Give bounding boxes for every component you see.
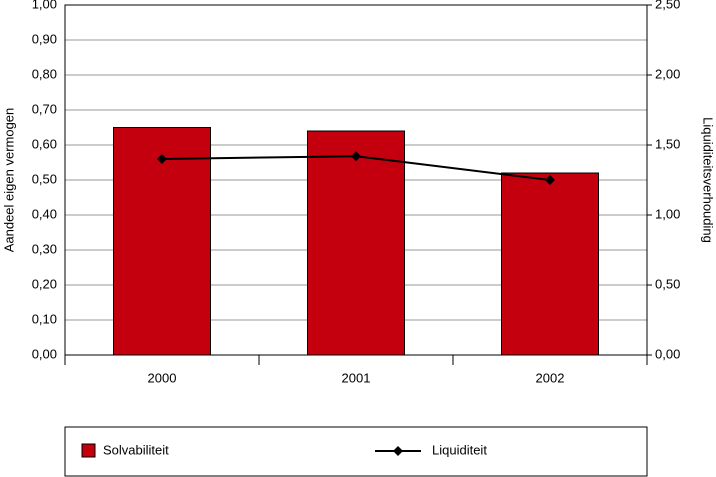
marker bbox=[351, 151, 361, 162]
marker bbox=[545, 175, 555, 185]
legend-label: Solvabiliteit bbox=[103, 442, 169, 457]
y-tick-label: 0,40 bbox=[32, 206, 57, 221]
x-tick-label: 2000 bbox=[148, 370, 177, 385]
y2-tick-label: 1,00 bbox=[655, 206, 680, 221]
marker bbox=[157, 154, 167, 164]
x-tick-label: 2002 bbox=[536, 370, 565, 385]
y-tick-label: 0,90 bbox=[32, 31, 57, 46]
legend-box bbox=[64, 426, 648, 477]
bar bbox=[113, 127, 211, 356]
legend-label: Liquiditeit bbox=[432, 442, 487, 457]
y2-tick-label: 1,50 bbox=[655, 136, 680, 151]
y-tick-label: 0,50 bbox=[32, 171, 57, 186]
y-tick-label: 0,00 bbox=[32, 346, 57, 361]
y2-tick-label: 0,50 bbox=[655, 276, 680, 291]
y-tick-label: 0,20 bbox=[32, 276, 57, 291]
y-tick-label: 1,00 bbox=[32, 0, 57, 11]
y2-tick-label: 2,00 bbox=[655, 66, 680, 81]
legend-swatch bbox=[81, 443, 96, 458]
y-tick-label: 0,70 bbox=[32, 101, 57, 116]
bar bbox=[501, 172, 599, 356]
y2-tick-label: 0,00 bbox=[655, 346, 680, 361]
y2-tick-label: 2,50 bbox=[655, 0, 680, 11]
y-tick-label: 0,80 bbox=[32, 66, 57, 81]
x-tick-label: 2001 bbox=[342, 370, 371, 385]
legend-marker bbox=[393, 446, 403, 456]
y-tick-label: 0,30 bbox=[32, 241, 57, 256]
y-axis-label: Aandeel eigen vermogen bbox=[1, 108, 16, 253]
bar bbox=[307, 130, 405, 356]
y-tick-label: 0,10 bbox=[32, 311, 57, 326]
y2-axis-label: Liquiditeitsverhouding bbox=[701, 117, 716, 243]
y-tick-label: 0,60 bbox=[32, 136, 57, 151]
